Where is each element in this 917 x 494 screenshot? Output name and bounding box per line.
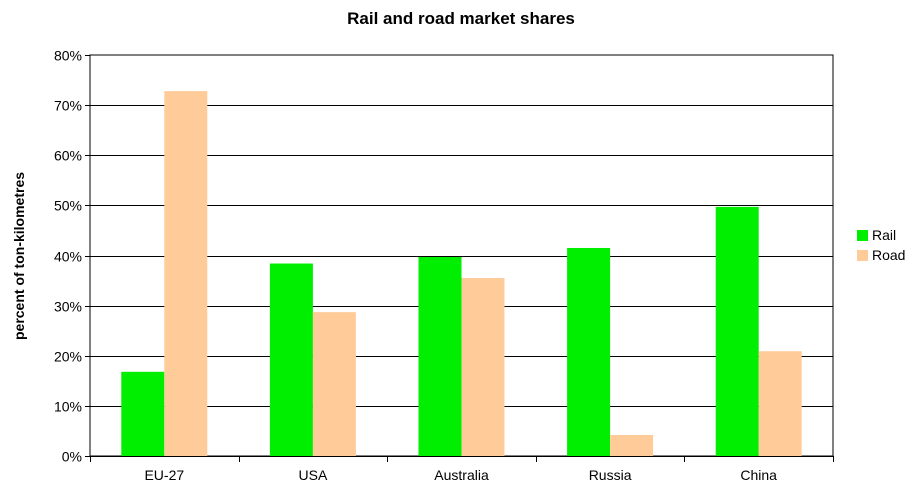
bar-rail-usa [269, 263, 313, 456]
bar-road-australia [461, 278, 505, 456]
y-tick-label: 60% [54, 148, 82, 164]
y-tick-label: 70% [54, 98, 82, 114]
y-tick-label: 40% [54, 249, 82, 265]
y-axis-label: percent of ton-kilometres [11, 172, 27, 340]
x-tick-label: Russia [589, 467, 632, 483]
y-tick-label: 20% [54, 349, 82, 365]
bar-road-china [758, 351, 802, 456]
bar-rail-china [715, 206, 759, 456]
y-tick-label: 10% [54, 399, 82, 415]
legend: Rail Road [857, 227, 905, 263]
x-tick-label: USA [299, 467, 328, 483]
legend-label-road: Road [872, 247, 905, 263]
y-tick-label: 50% [54, 198, 82, 214]
y-tick-label: 80% [54, 48, 82, 64]
bar-road-russia [610, 434, 654, 456]
bar-rail-australia [418, 257, 462, 456]
chart-title: Rail and road market shares [347, 9, 575, 28]
legend-swatch-road [857, 250, 868, 261]
bar-road-usa [312, 312, 356, 456]
bar-road-eu-27 [164, 91, 208, 456]
x-tick-label: China [740, 467, 777, 483]
x-tick-label: Australia [434, 467, 489, 483]
y-tick-label: 0% [62, 449, 82, 465]
bar-rail-eu-27 [121, 371, 165, 456]
legend-label-rail: Rail [872, 227, 896, 243]
legend-swatch-rail [857, 230, 868, 241]
plot-area: 0% 10% 20% 30% 40% 50% 60% 70% 80% EU-27 USA Austra… [54, 48, 834, 483]
x-tick-label: EU-27 [144, 467, 184, 483]
bar-rail-russia [567, 247, 611, 456]
y-tick-label: 30% [54, 299, 82, 315]
